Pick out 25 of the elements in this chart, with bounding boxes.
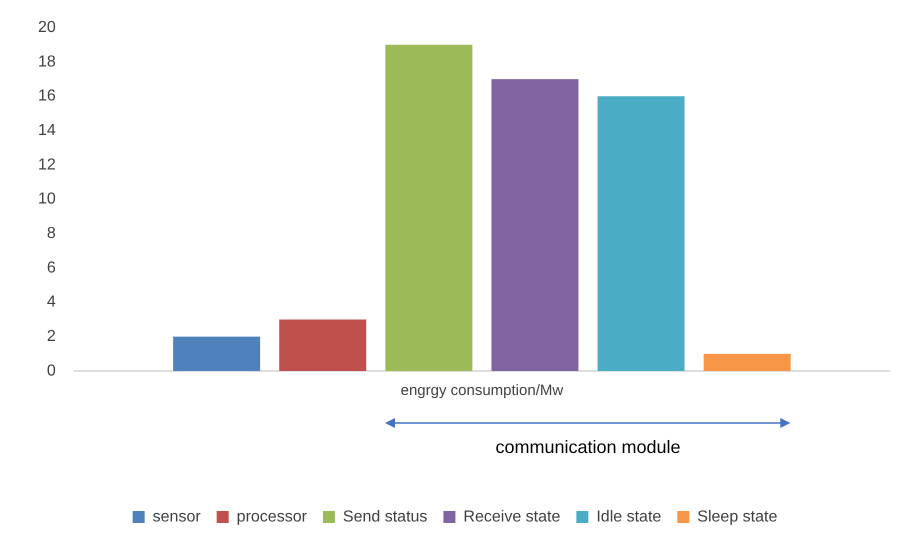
y-tick-label: 12 [38, 156, 56, 174]
bar [491, 79, 578, 371]
legend-label: Receive state [463, 508, 560, 526]
x-tick-label: engrgy consumption/Mw [400, 382, 564, 400]
y-tick-label: 16 [38, 88, 56, 105]
text: communication module [495, 436, 681, 457]
y-tick-label: 6 [46, 259, 56, 276]
y-tick-label: 10 [38, 190, 56, 208]
y-tick-label: 2 [46, 328, 56, 346]
legend-label: processor [236, 508, 308, 526]
bar [385, 44, 472, 371]
y-tick-label: 14 [38, 122, 56, 140]
y-tick-label: 0 [46, 362, 56, 380]
y-tick-label: 4 [46, 294, 56, 311]
legend-label: Send status [342, 508, 428, 526]
legend-label: sensor [152, 508, 202, 526]
legend-label: Idle state [596, 508, 662, 526]
y-tick-label: 18 [38, 53, 56, 70]
y-tick-label: 8 [46, 225, 56, 242]
bar [279, 319, 366, 371]
bar [704, 354, 791, 371]
bar [598, 96, 685, 371]
y-tick-label: 20 [38, 19, 56, 36]
legend-label: Sleep state [697, 508, 778, 526]
bar [173, 336, 260, 371]
